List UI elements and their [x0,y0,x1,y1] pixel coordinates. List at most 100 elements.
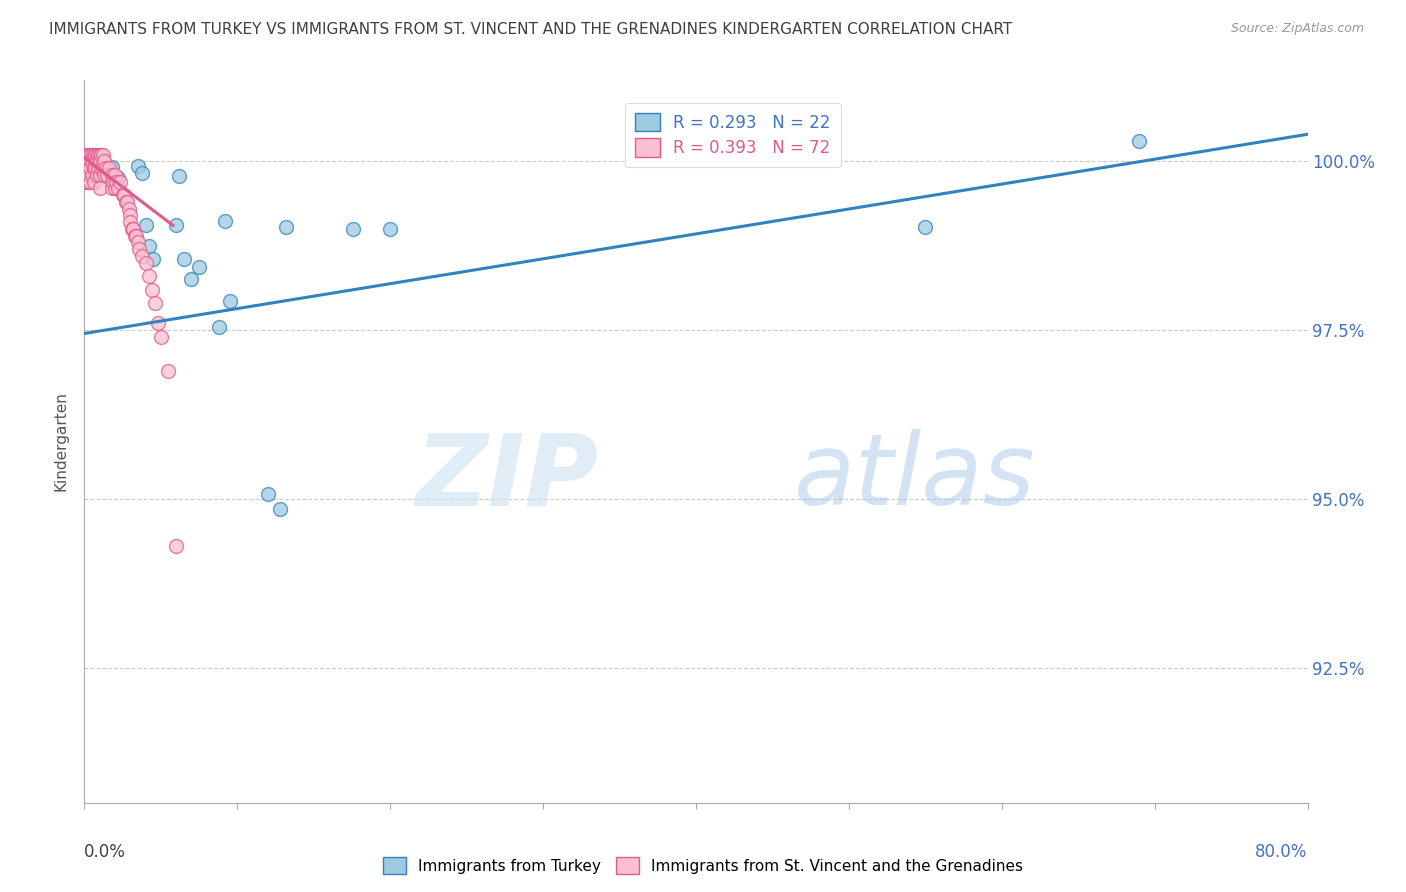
Point [86,168,108,182]
Point [90,161,112,175]
Point [342,222,364,236]
Point [75,161,97,175]
Point [208,319,231,334]
Point [218,294,240,309]
Point [76,147,98,161]
Point [76,161,98,175]
Point [83,175,105,189]
Point [146,317,169,331]
Point [104,181,127,195]
Text: atlas: atlas [794,429,1035,526]
Point [128,242,150,256]
Point [138,238,160,252]
Point [125,228,148,243]
Point [76,154,98,169]
Point [80,154,103,169]
Point [141,283,163,297]
Point [111,188,134,202]
Point [120,215,142,229]
Point [89,147,111,161]
Point [89,154,111,169]
Point [127,159,149,173]
Point [75,154,97,169]
Point [84,161,107,175]
Point [104,168,127,182]
Point [75,168,97,182]
Point [173,252,195,267]
Point [101,168,124,182]
Point [105,175,128,189]
Point [124,228,146,243]
Point [80,168,103,182]
Point [131,166,153,180]
Point [79,154,101,169]
Point [276,219,298,234]
Point [131,249,153,263]
Point [94,161,117,175]
Point [135,219,157,233]
Point [91,147,114,161]
Point [120,208,142,222]
Point [107,171,129,186]
Legend: Immigrants from Turkey, Immigrants from St. Vincent and the Grenadines: Immigrants from Turkey, Immigrants from … [377,851,1029,880]
Point [86,154,108,169]
Point [122,222,145,236]
Point [118,202,141,216]
Point [157,364,180,378]
Point [76,175,98,189]
Point [108,175,131,189]
Point [1128,134,1150,148]
Point [75,147,97,161]
Point [914,219,936,234]
Point [97,161,120,175]
Point [188,260,211,275]
Text: 0.0%: 0.0% [84,843,127,861]
Text: 80.0%: 80.0% [1256,843,1308,861]
Point [79,147,101,161]
Point [96,168,118,182]
Point [103,175,125,189]
Point [90,147,112,161]
Point [380,222,402,236]
Point [269,502,291,516]
Point [87,161,110,175]
Point [77,147,100,161]
Point [167,169,190,183]
Point [93,154,115,169]
Point [86,147,108,161]
Point [77,154,100,169]
Point [138,269,160,284]
Point [142,252,165,267]
Point [80,147,103,161]
Point [101,160,124,174]
Text: ZIP: ZIP [415,429,598,526]
Y-axis label: Kindergarten: Kindergarten [53,392,69,491]
Text: IMMIGRANTS FROM TURKEY VS IMMIGRANTS FROM ST. VINCENT AND THE GRENADINES KINDERG: IMMIGRANTS FROM TURKEY VS IMMIGRANTS FRO… [49,22,1012,37]
Point [89,181,111,195]
Point [79,175,101,189]
Point [89,168,111,182]
Point [165,539,187,553]
Point [79,161,101,175]
Point [83,161,105,175]
Point [87,147,110,161]
Point [165,219,187,233]
Point [214,213,236,227]
Point [257,486,280,500]
Point [149,330,172,344]
Point [143,296,166,310]
Point [115,194,138,209]
Point [83,147,105,161]
Text: Source: ZipAtlas.com: Source: ZipAtlas.com [1230,22,1364,36]
Point [121,222,143,236]
Point [180,272,202,286]
Point [84,147,107,161]
Point [127,235,149,250]
Point [93,168,115,182]
Point [75,175,97,189]
Point [77,168,100,182]
Point [101,181,124,195]
Point [91,161,114,175]
Legend: R = 0.293   N = 22, R = 0.393   N = 72: R = 0.293 N = 22, R = 0.393 N = 72 [624,103,841,167]
Point [112,188,135,202]
